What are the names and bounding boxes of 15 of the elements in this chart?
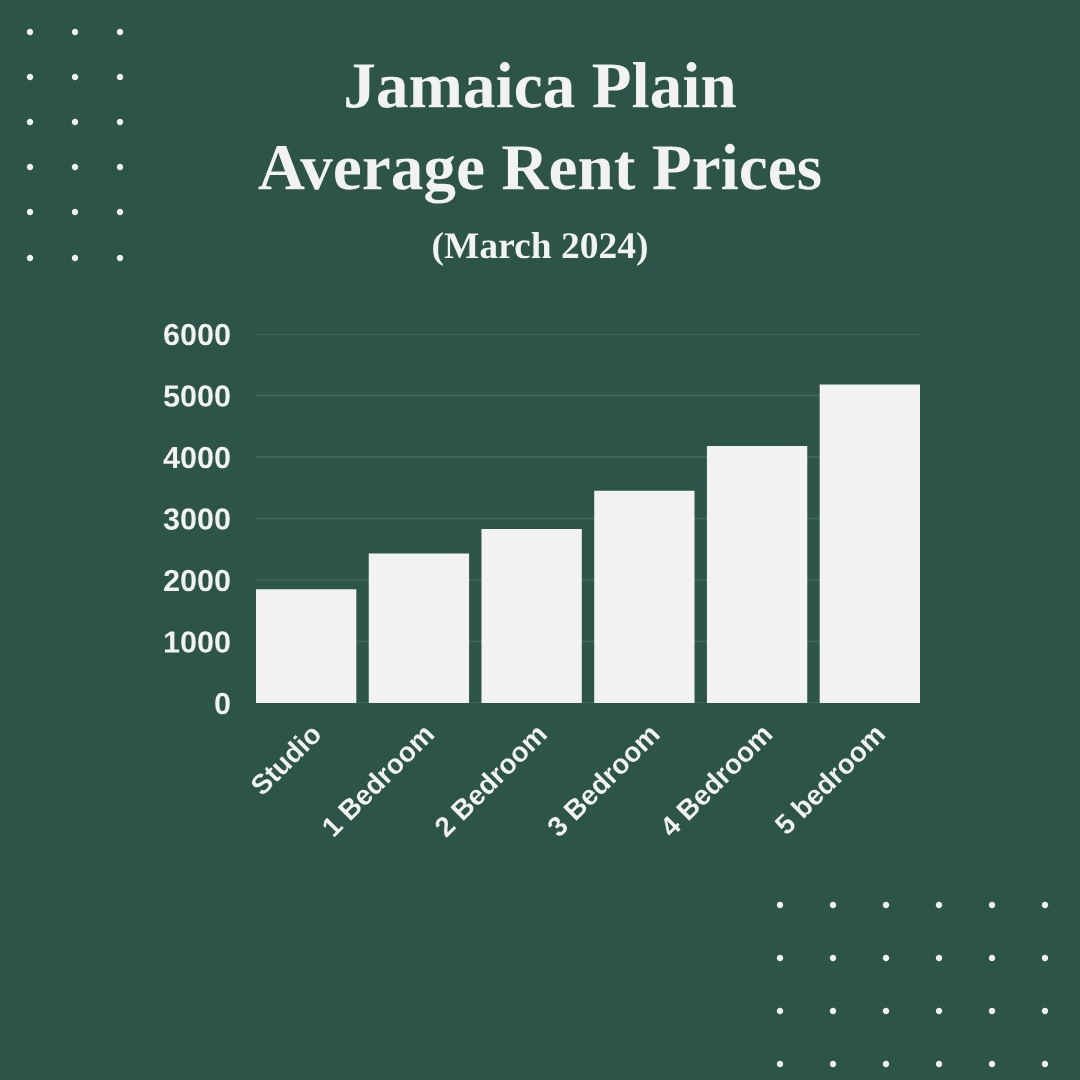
bar — [819, 384, 920, 703]
y-tick-label: 0 — [215, 692, 230, 715]
y-tick-label: 3000 — [163, 508, 230, 530]
chart-title: Jamaica Plain Average Rent Prices — [258, 62, 821, 204]
y-tick-label: 6000 — [164, 323, 230, 346]
y-tick-label: 4000 — [163, 446, 230, 469]
chart-subtitle: (March 2024) — [433, 231, 647, 266]
bar — [481, 528, 582, 703]
bar — [706, 445, 808, 703]
bar — [594, 490, 695, 703]
y-tick-label: 2000 — [164, 569, 230, 592]
y-tick-label: 1000 — [164, 631, 230, 653]
y-tick-label: 5000 — [163, 385, 230, 407]
bar — [368, 553, 470, 703]
bar — [256, 589, 357, 703]
